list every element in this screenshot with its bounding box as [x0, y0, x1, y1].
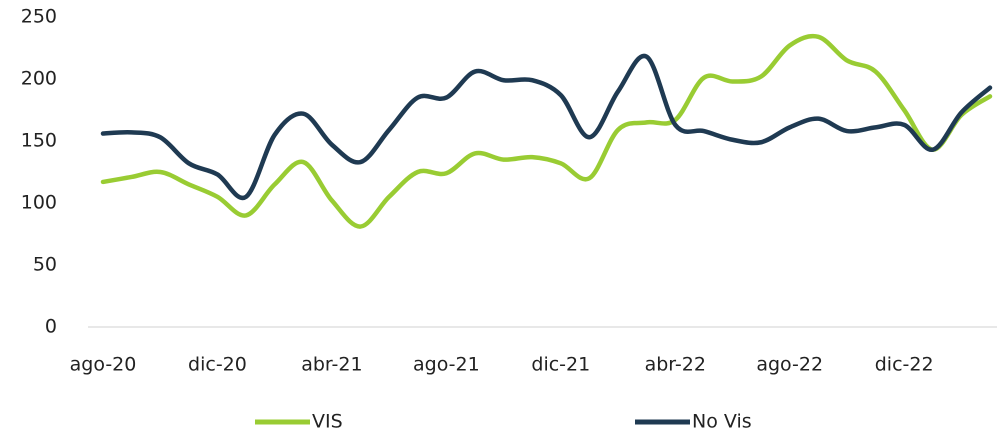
y-tick-label: 150 [21, 130, 57, 152]
y-tick-label: 50 [33, 254, 57, 276]
x-tick-label: abr-21 [301, 354, 362, 376]
series-line [100, 33, 993, 229]
legend-label: No Vis [692, 411, 752, 433]
legend-label: VIS [312, 411, 343, 433]
x-tick-label: dic-21 [531, 354, 590, 376]
x-tick-label: ago-21 [413, 354, 480, 376]
series-line [100, 53, 993, 201]
x-tick-label: dic-22 [875, 354, 934, 376]
y-tick-label: 0 [45, 316, 57, 338]
y-tick-label: 250 [21, 6, 57, 28]
x-tick-label: ago-20 [70, 354, 137, 376]
y-tick-label: 200 [21, 68, 57, 90]
x-tick-label: dic-20 [188, 354, 247, 376]
x-tick-label: abr-22 [645, 354, 706, 376]
x-tick-label: ago-22 [756, 354, 823, 376]
y-tick-label: 100 [21, 192, 57, 214]
